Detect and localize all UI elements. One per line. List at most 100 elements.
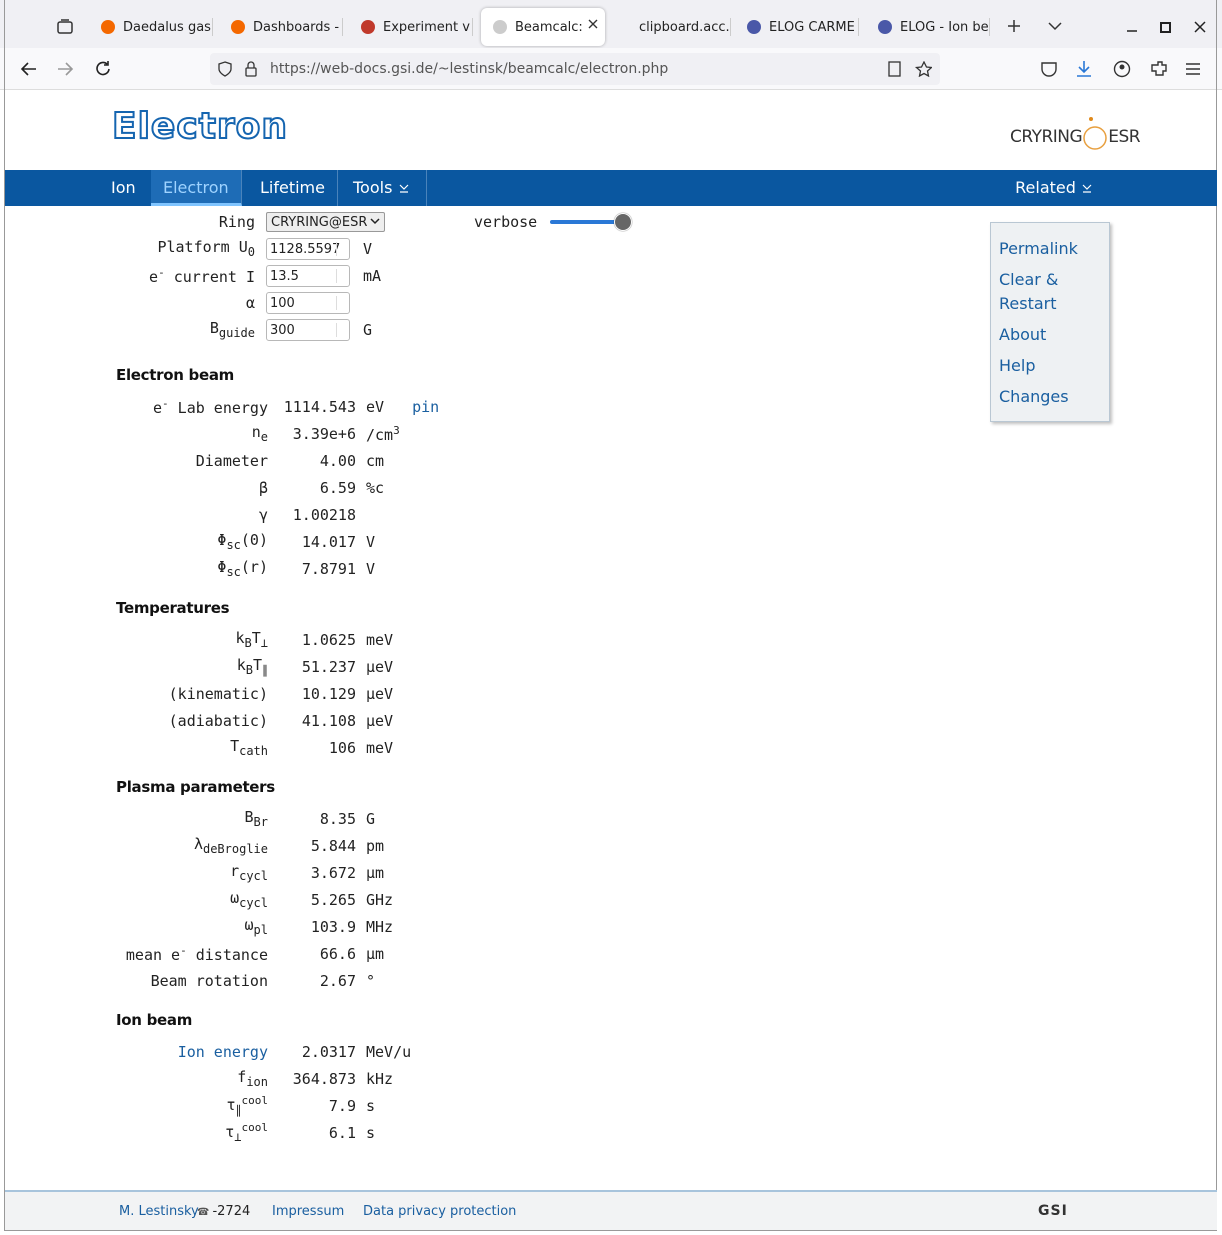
result-value: 364.873 — [292, 1069, 356, 1088]
result-label: β — [116, 479, 268, 497]
browser-tab[interactable]: Experiment v — [349, 8, 473, 46]
result-value: 7.8791 — [301, 559, 356, 578]
result-label: (adiabatic) — [168, 711, 268, 730]
result-unit: eV — [366, 398, 384, 416]
nav-item[interactable]: Tools — [341, 170, 427, 206]
result-value: 1.00218 — [292, 505, 356, 524]
pin-link[interactable]: pin — [412, 397, 440, 416]
result-unit: µm — [366, 944, 385, 963]
input-label-part: - — [158, 265, 165, 279]
result-row: BBr 8.35 G — [116, 805, 676, 832]
browser-tab[interactable]: ELOG - Ion be — [866, 8, 990, 46]
window-controls[interactable] — [1124, 20, 1214, 36]
tab-separator — [730, 18, 731, 36]
sidebar-link[interactable]: Clear & Restart — [999, 270, 1059, 313]
result-value: 3.39e+6 — [292, 424, 356, 443]
input-unit: G — [363, 320, 373, 339]
logo-right: ESR — [1108, 127, 1141, 147]
sidebar-link[interactable]: Help — [999, 356, 1036, 375]
result-label: β — [258, 478, 268, 497]
browser-tab[interactable]: Dashboards - — [219, 8, 343, 46]
result-row: τ∥cool 7.9 s — [116, 1092, 676, 1119]
result-label: (kinematic) — [116, 685, 268, 703]
result-unit: µeV — [366, 712, 393, 730]
browser-tab[interactable]: clipboard.acc.gsi — [605, 8, 731, 46]
input-label: α — [116, 294, 255, 312]
input-label-part: Platform U — [157, 238, 248, 256]
sidebar-link[interactable]: Permalink — [999, 239, 1078, 258]
result-unit: GHz — [366, 891, 393, 909]
input-row: Platform U0 1128.5597 V — [116, 235, 676, 262]
result-value: 5.265 — [310, 890, 356, 909]
tab-title: ELOG CARME — [769, 19, 855, 35]
result-unit: GHz — [366, 890, 394, 909]
dropdown-arrow — [398, 178, 410, 197]
result-row: Diameter 4.00 cm — [116, 447, 676, 474]
result-label: Ion energy — [177, 1042, 268, 1061]
number-input[interactable]: 1128.5597 — [266, 237, 350, 260]
result-label: rcycl — [116, 862, 268, 883]
number-input[interactable]: 13.5 — [266, 264, 350, 287]
nav-item[interactable]: Ion — [99, 170, 148, 206]
tab-title: Daedalus gas — [123, 19, 211, 35]
result-label[interactable]: Ion energy — [116, 1043, 268, 1061]
verbose-slider[interactable] — [550, 212, 633, 231]
nav-buttons[interactable] — [20, 60, 120, 78]
nav-item-label: Lifetime — [260, 178, 325, 197]
number-input[interactable]: 100 — [266, 291, 350, 314]
result-unit: /cm3 — [366, 424, 400, 444]
tab-title: Experiment v — [383, 19, 470, 35]
result-row: rcycl 3.672 µm — [116, 859, 676, 886]
tab-separator — [858, 18, 859, 36]
tab-list-icon[interactable] — [56, 18, 74, 36]
result-row: Ion energy 2.0317 MeV/u — [116, 1038, 676, 1065]
result-row: ωcycl 5.265 GHz — [116, 886, 676, 913]
result-label: Φsc(0) — [116, 531, 268, 552]
author-link[interactable]: M. Lestinsky — [119, 1204, 199, 1219]
browser-tab[interactable]: ELOG CARME — [735, 8, 859, 46]
result-label-part: (0) — [240, 531, 268, 549]
result-unit: MHz — [366, 917, 394, 936]
sidebar-link[interactable]: About — [999, 325, 1047, 344]
result-label-part: cycl — [239, 896, 268, 910]
toolbar-icons[interactable] — [1040, 60, 1205, 78]
nav-item[interactable]: Electron — [151, 170, 242, 206]
footer-link[interactable]: Impressum — [272, 1204, 345, 1219]
tab-icon — [101, 20, 115, 34]
nav-related-label[interactable]: Related — [1015, 178, 1076, 197]
nav-related[interactable]: Related — [1015, 170, 1093, 206]
footer-link[interactable]: Data privacy protection — [363, 1204, 517, 1219]
result-row: Φsc(r) 7.8791 V — [116, 555, 676, 582]
result-unit: MHz — [366, 918, 393, 936]
result-label-part: ion — [246, 1075, 268, 1089]
result-label-part: Br — [253, 815, 268, 829]
new-tab-button[interactable] — [1006, 18, 1022, 34]
result-label-part: ⊥ — [260, 636, 268, 650]
nav-item[interactable]: Lifetime — [248, 170, 338, 206]
result-unit: kHz — [366, 1070, 393, 1088]
tab-overflow[interactable] — [1047, 20, 1063, 32]
result-unit: meV — [366, 630, 394, 649]
result-value: 66.6 — [319, 944, 356, 963]
page-title: Electron — [111, 105, 289, 148]
result-label: kBT⊥ — [116, 629, 268, 650]
browser-tab[interactable]: Beamcalc: E — [481, 8, 605, 46]
result-label-part: Φ — [217, 558, 227, 576]
url-bar[interactable]: https://web-docs.gsi.de/~lestinsk/beamca… — [210, 53, 940, 85]
number-input[interactable]: 300 — [266, 318, 350, 341]
result-unit: cm — [366, 452, 384, 470]
input-label: Ring — [218, 212, 255, 231]
phone: ☎ -2724 — [197, 1204, 250, 1219]
url-actions[interactable] — [888, 61, 932, 77]
browser-tab[interactable]: Daedalus gas — [89, 8, 213, 46]
result-value: 14.017 — [301, 532, 356, 551]
tab-close[interactable] — [583, 18, 599, 34]
result-unit: V — [366, 533, 375, 551]
result-label: γ — [258, 505, 268, 524]
main-content: Ring CRYRING@ESR verbose Platform U0 1128.55… — [116, 208, 676, 1146]
tab-icon — [231, 20, 245, 34]
ring-select[interactable]: CRYRING@ESR — [266, 211, 385, 232]
sidebar-link[interactable]: Changes — [999, 387, 1069, 406]
tab-bar: Daedalus gas Dashboards - Experiment v Beam… — [0, 0, 1222, 48]
